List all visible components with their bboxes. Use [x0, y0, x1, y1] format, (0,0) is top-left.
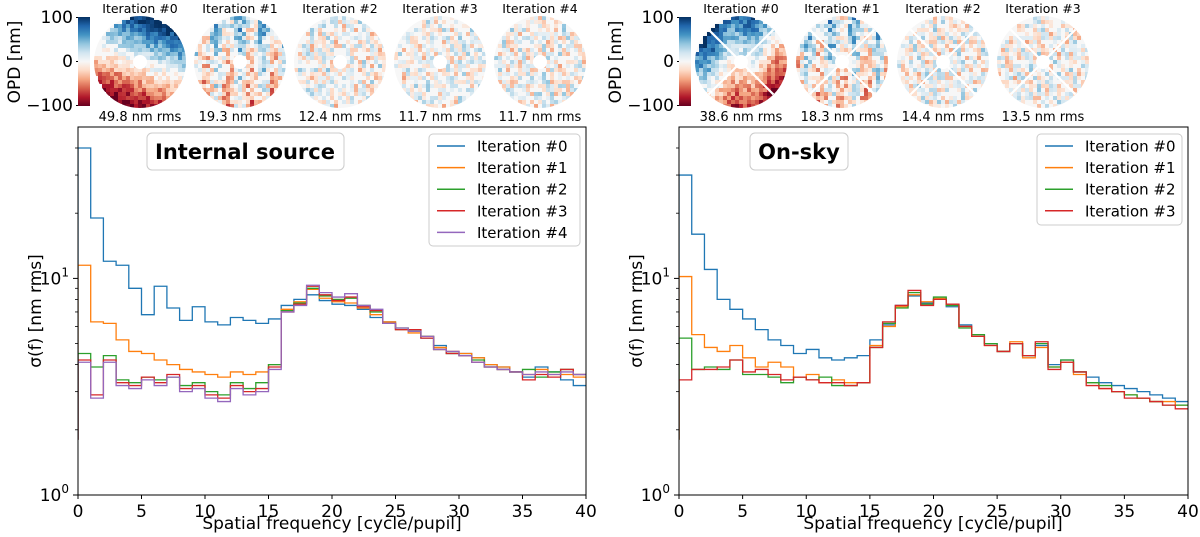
x-tick-label: 0: [73, 502, 84, 522]
x-axis-label: Spatial frequency [cycle/pupil]: [803, 514, 1062, 534]
colorbar-tick-label: −100: [627, 96, 674, 116]
legend-label: Iteration #0: [1085, 138, 1176, 156]
pupil-map-rms: 13.5 nm rms: [1002, 110, 1085, 125]
x-tick-label: 10: [795, 502, 817, 522]
x-tick-label: 40: [575, 502, 597, 522]
pupil-map-image: [294, 16, 386, 108]
legend-box: [1036, 133, 1183, 226]
legend: Iteration #0 Iteration #1 Iteration #2 Iter…: [1036, 133, 1183, 226]
y-axis-label: σ(f) [nm rms]: [627, 254, 647, 368]
colorbar-tick-label: −100: [26, 96, 73, 116]
colorbar-tick-label: 0: [663, 52, 674, 72]
panel-title-box: [749, 132, 849, 171]
legend: Iteration #0 Iteration #1 Iteration #2 Iter…: [428, 133, 581, 247]
pupil-map-image: [494, 16, 586, 108]
pupil-map-image: [394, 16, 486, 108]
pupil-map-title: Iteration #3: [1005, 1, 1080, 16]
pupil-map-rms: 11.7 nm rms: [399, 110, 482, 125]
colorbar-gradient: [78, 17, 90, 106]
y-tick-label: 101: [40, 265, 69, 289]
pupil-map-image: [194, 16, 286, 108]
on-sky-panel: 100 0 −100 OPD [nm] Iteration #0 Iterati…: [606, 1, 1199, 534]
x-tick-label: 20: [321, 502, 343, 522]
series-line-iteration-4: [78, 284, 586, 440]
x-tick-label: 15: [258, 502, 280, 522]
legend-label: Iteration #4: [477, 224, 568, 242]
x-tick-label: 0: [674, 502, 685, 522]
pupil-map-rms: 49.8 nm rms: [99, 110, 182, 125]
pupil-map-title: Iteration #3: [402, 1, 477, 16]
x-ticks: 0 5 10 15 20 25 30 35 40: [73, 495, 597, 522]
x-tick-label: 5: [136, 502, 147, 522]
pupil-map-image: [997, 16, 1089, 108]
pupil-map-title: Iteration #1: [202, 1, 277, 16]
series-layer: [679, 174, 1188, 440]
colorbar-label: OPD [nm]: [5, 21, 25, 104]
y-tick-label: 100: [641, 482, 670, 506]
x-tick-label: 20: [923, 502, 945, 522]
pupil-map-row: Iteration #0 Iteration #1 Iteration #2 I…: [695, 1, 1089, 125]
x-tick-label: 30: [448, 502, 470, 522]
x-tick-label: 35: [1114, 502, 1136, 522]
pupil-map-row: Iteration #0 Iteration #1 Iteration #2 I…: [94, 1, 586, 125]
colorbar-label: OPD [nm]: [606, 21, 626, 104]
internal-source-panel: 100 0 −100 OPD [nm] Iteration #0 Iterati…: [5, 1, 597, 534]
pupil-map-title: Iteration #2: [905, 1, 980, 16]
panel-title: On-sky: [758, 140, 840, 164]
x-tick-label: 35: [512, 502, 534, 522]
legend-label: Iteration #0: [477, 138, 568, 156]
x-tick-label: 25: [385, 502, 407, 522]
internal-source-plot: 0 5 10 15 20 25 30 35 40 100 101 Spatial frequenc…: [26, 126, 597, 534]
legend-label: Iteration #3: [1085, 202, 1176, 220]
pupil-map-rms: 12.4 nm rms: [299, 110, 382, 125]
series-layer: [78, 147, 586, 440]
colorbar-tick-label: 100: [642, 8, 674, 28]
pupil-map-image: [897, 16, 989, 108]
pupil-map-title: Iteration #4: [502, 1, 577, 16]
legend-label: Iteration #2: [477, 181, 568, 199]
x-ticks: 0 5 10 15 20 25 30 35 40: [674, 495, 1199, 522]
pupil-map-image: [94, 16, 186, 108]
panel-title-box: [146, 132, 345, 171]
legend-label: Iteration #2: [1085, 181, 1176, 199]
pupil-map-image: [796, 16, 888, 108]
legend-label: Iteration #1: [477, 159, 568, 177]
colorbar-tick-label: 100: [41, 8, 73, 28]
pupil-map-title: Iteration #1: [804, 1, 879, 16]
series-line-iteration-3: [679, 289, 1188, 440]
colorbar: 100 0 −100 OPD [nm]: [5, 8, 90, 116]
pupil-map-title: Iteration #0: [703, 1, 778, 16]
x-tick-label: 40: [1177, 502, 1199, 522]
x-tick-label: 10: [194, 502, 216, 522]
x-tick-label: 15: [859, 502, 881, 522]
pupil-map-rms: 11.7 nm rms: [499, 110, 582, 125]
x-axis-label: Spatial frequency [cycle/pupil]: [202, 514, 461, 534]
y-tick-label: 100: [40, 482, 69, 506]
series-line-iteration-1: [78, 264, 586, 440]
pupil-map-rms: 19.3 nm rms: [199, 110, 282, 125]
legend-label: Iteration #1: [1085, 159, 1176, 177]
legend-label: Iteration #3: [477, 202, 568, 220]
pupil-map-rms: 18.3 nm rms: [801, 110, 884, 125]
legend-box: [428, 133, 581, 247]
colorbar-gradient: [679, 17, 691, 106]
y-axis-label: σ(f) [nm rms]: [26, 254, 46, 368]
pupil-map-rms: 14.4 nm rms: [902, 110, 985, 125]
pupil-map-rms: 38.6 nm rms: [700, 110, 783, 125]
colorbar: 100 0 −100 OPD [nm]: [606, 8, 691, 116]
panel-title: Internal source: [155, 140, 335, 164]
pupil-map-image: [695, 16, 787, 108]
colorbar-tick-label: 0: [62, 52, 73, 72]
x-tick-label: 30: [1050, 502, 1072, 522]
x-tick-label: 25: [986, 502, 1008, 522]
pupil-map-title: Iteration #2: [302, 1, 377, 16]
x-tick-label: 5: [737, 502, 748, 522]
pupil-map-title: Iteration #0: [102, 1, 177, 16]
